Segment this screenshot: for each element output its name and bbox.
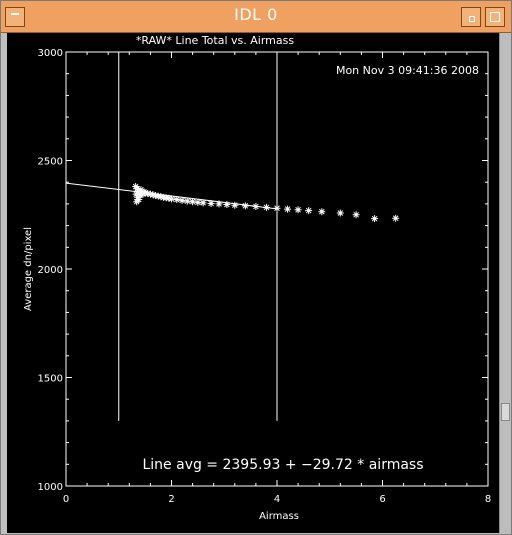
asterisk-marker (305, 207, 313, 215)
asterisk-marker (132, 190, 140, 198)
asterisk-marker (178, 196, 186, 204)
asterisk-marker (294, 206, 302, 214)
data-point (336, 209, 344, 217)
data-point (135, 196, 143, 204)
data-point (207, 199, 215, 207)
asterisk-marker (199, 199, 207, 207)
data-point (146, 190, 154, 198)
y-axis-label: Average dn/pixel (23, 227, 34, 311)
x-tick-label: 6 (379, 494, 385, 505)
data-point (352, 211, 360, 219)
chart-title: *RAW* Line Total vs. Airmass (136, 34, 294, 47)
data-point (132, 190, 140, 198)
chart-svg: *RAW* Line Total vs. Airmass Mon Nov 3 0… (23, 34, 492, 522)
data-point (371, 215, 379, 223)
y-tick-label: 3000 (38, 48, 63, 59)
data-point (189, 198, 197, 206)
asterisk-marker (207, 199, 215, 207)
maximize-button[interactable] (485, 7, 505, 27)
axes: 0 2 4 6 8 1000 1500 2000 2500 3000 (38, 48, 492, 505)
asterisk-marker (371, 215, 379, 223)
data-point (154, 192, 162, 200)
data-point (318, 208, 326, 216)
chart-marks (65, 52, 400, 421)
x-tick-label: 2 (168, 494, 174, 505)
data-point (137, 186, 145, 194)
asterisk-marker (241, 202, 249, 210)
scrollbar-thumb[interactable] (501, 403, 510, 421)
y-tick-label: 2500 (38, 157, 63, 168)
asterisk-marker (215, 200, 223, 208)
asterisk-marker (157, 193, 165, 201)
timestamp-label: Mon Nov 3 09:41:36 2008 (336, 64, 479, 77)
asterisk-marker (168, 195, 175, 203)
data-point (262, 203, 270, 211)
vertical-scrollbar[interactable] (499, 33, 511, 533)
asterisk-marker (154, 192, 162, 200)
x-tick-label: 8 (485, 494, 491, 505)
asterisk-marker (165, 194, 173, 202)
asterisk-marker (231, 201, 239, 209)
y-tick-label: 1500 (38, 374, 63, 385)
minimize-icon (469, 16, 475, 22)
asterisk-marker (262, 203, 270, 211)
asterisk-marker (352, 211, 360, 219)
asterisk-marker (139, 190, 147, 198)
asterisk-marker (137, 186, 145, 194)
asterisk-marker (144, 189, 152, 197)
asterisk-marker (149, 191, 157, 199)
asterisk-marker (223, 201, 231, 209)
plot-canvas: *RAW* Line Total vs. Airmass Mon Nov 3 0… (7, 33, 499, 533)
data-point (149, 191, 157, 199)
data-point (139, 190, 147, 198)
data-point (183, 197, 191, 205)
data-point (252, 203, 260, 211)
data-point (168, 195, 175, 203)
data-point (144, 189, 152, 197)
minimize-button[interactable] (461, 7, 481, 27)
data-point (284, 205, 292, 213)
maximize-icon (490, 12, 500, 22)
x-tick-label: 4 (274, 494, 280, 505)
asterisk-marker (183, 197, 191, 205)
data-point (215, 200, 223, 208)
x-axis-label: Airmass (259, 511, 299, 522)
asterisk-marker (146, 190, 154, 198)
data-point (157, 193, 165, 201)
data-point (231, 201, 239, 209)
window-title: IDL 0 (234, 5, 278, 24)
data-point (133, 185, 141, 193)
data-point (223, 201, 231, 209)
data-point (165, 194, 173, 202)
asterisk-marker (194, 198, 202, 206)
asterisk-marker (173, 196, 181, 204)
y-tick-label: 1000 (38, 482, 63, 493)
title-bar[interactable]: IDL 0 (1, 1, 511, 33)
asterisk-marker (336, 209, 344, 217)
data-point (392, 214, 400, 222)
asterisk-marker (318, 208, 326, 216)
data-point (294, 206, 302, 214)
asterisk-marker (135, 196, 143, 204)
data-point (194, 198, 202, 206)
data-point (178, 196, 186, 204)
asterisk-marker (252, 203, 260, 211)
asterisk-marker (189, 198, 197, 206)
data-point (173, 196, 181, 204)
data-point (305, 207, 313, 215)
window-menu-button[interactable] (5, 7, 25, 27)
data-point (273, 204, 281, 212)
asterisk-marker (392, 214, 400, 222)
y-tick-label: 2000 (38, 265, 63, 276)
data-point (241, 202, 249, 210)
data-point (199, 199, 207, 207)
fit-equation-label: Line avg = 2395.93 + −29.72 * airmass (142, 457, 423, 473)
asterisk-marker (284, 205, 292, 213)
asterisk-marker (133, 185, 141, 193)
asterisk-marker (273, 204, 281, 212)
menu-icon (11, 13, 19, 15)
x-tick-label: 0 (63, 494, 69, 505)
